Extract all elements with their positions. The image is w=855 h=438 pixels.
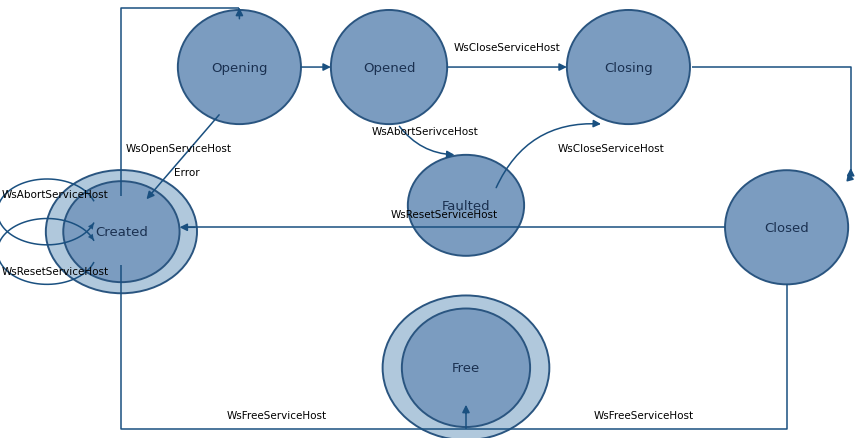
Ellipse shape — [63, 182, 180, 283]
Text: Closed: Closed — [764, 221, 809, 234]
Text: WsFreeServiceHost: WsFreeServiceHost — [227, 410, 327, 420]
Text: WsAbortServiceHost: WsAbortServiceHost — [2, 190, 109, 200]
Text: Opened: Opened — [363, 61, 416, 74]
Text: WsAbortSerivceHost: WsAbortSerivceHost — [372, 127, 479, 136]
Text: WsResetServiceHost: WsResetServiceHost — [391, 210, 498, 219]
Text: WsCloseServiceHost: WsCloseServiceHost — [454, 43, 560, 53]
Text: Created: Created — [95, 226, 148, 239]
Text: Faulted: Faulted — [442, 199, 490, 212]
Ellipse shape — [725, 171, 848, 285]
Text: WsFreeServiceHost: WsFreeServiceHost — [593, 410, 693, 420]
Text: Closing: Closing — [604, 61, 653, 74]
Text: WsOpenServiceHost: WsOpenServiceHost — [126, 144, 232, 154]
Text: Free: Free — [451, 361, 481, 374]
Text: Error: Error — [174, 168, 199, 178]
Ellipse shape — [567, 11, 690, 125]
Text: WsResetServiceHost: WsResetServiceHost — [2, 267, 109, 276]
Ellipse shape — [331, 11, 447, 125]
Text: WsCloseServiceHost: WsCloseServiceHost — [558, 144, 664, 154]
Ellipse shape — [178, 11, 301, 125]
Text: Opening: Opening — [211, 61, 268, 74]
Ellipse shape — [383, 296, 549, 438]
Ellipse shape — [46, 171, 197, 293]
Ellipse shape — [408, 155, 524, 256]
Ellipse shape — [402, 309, 530, 427]
